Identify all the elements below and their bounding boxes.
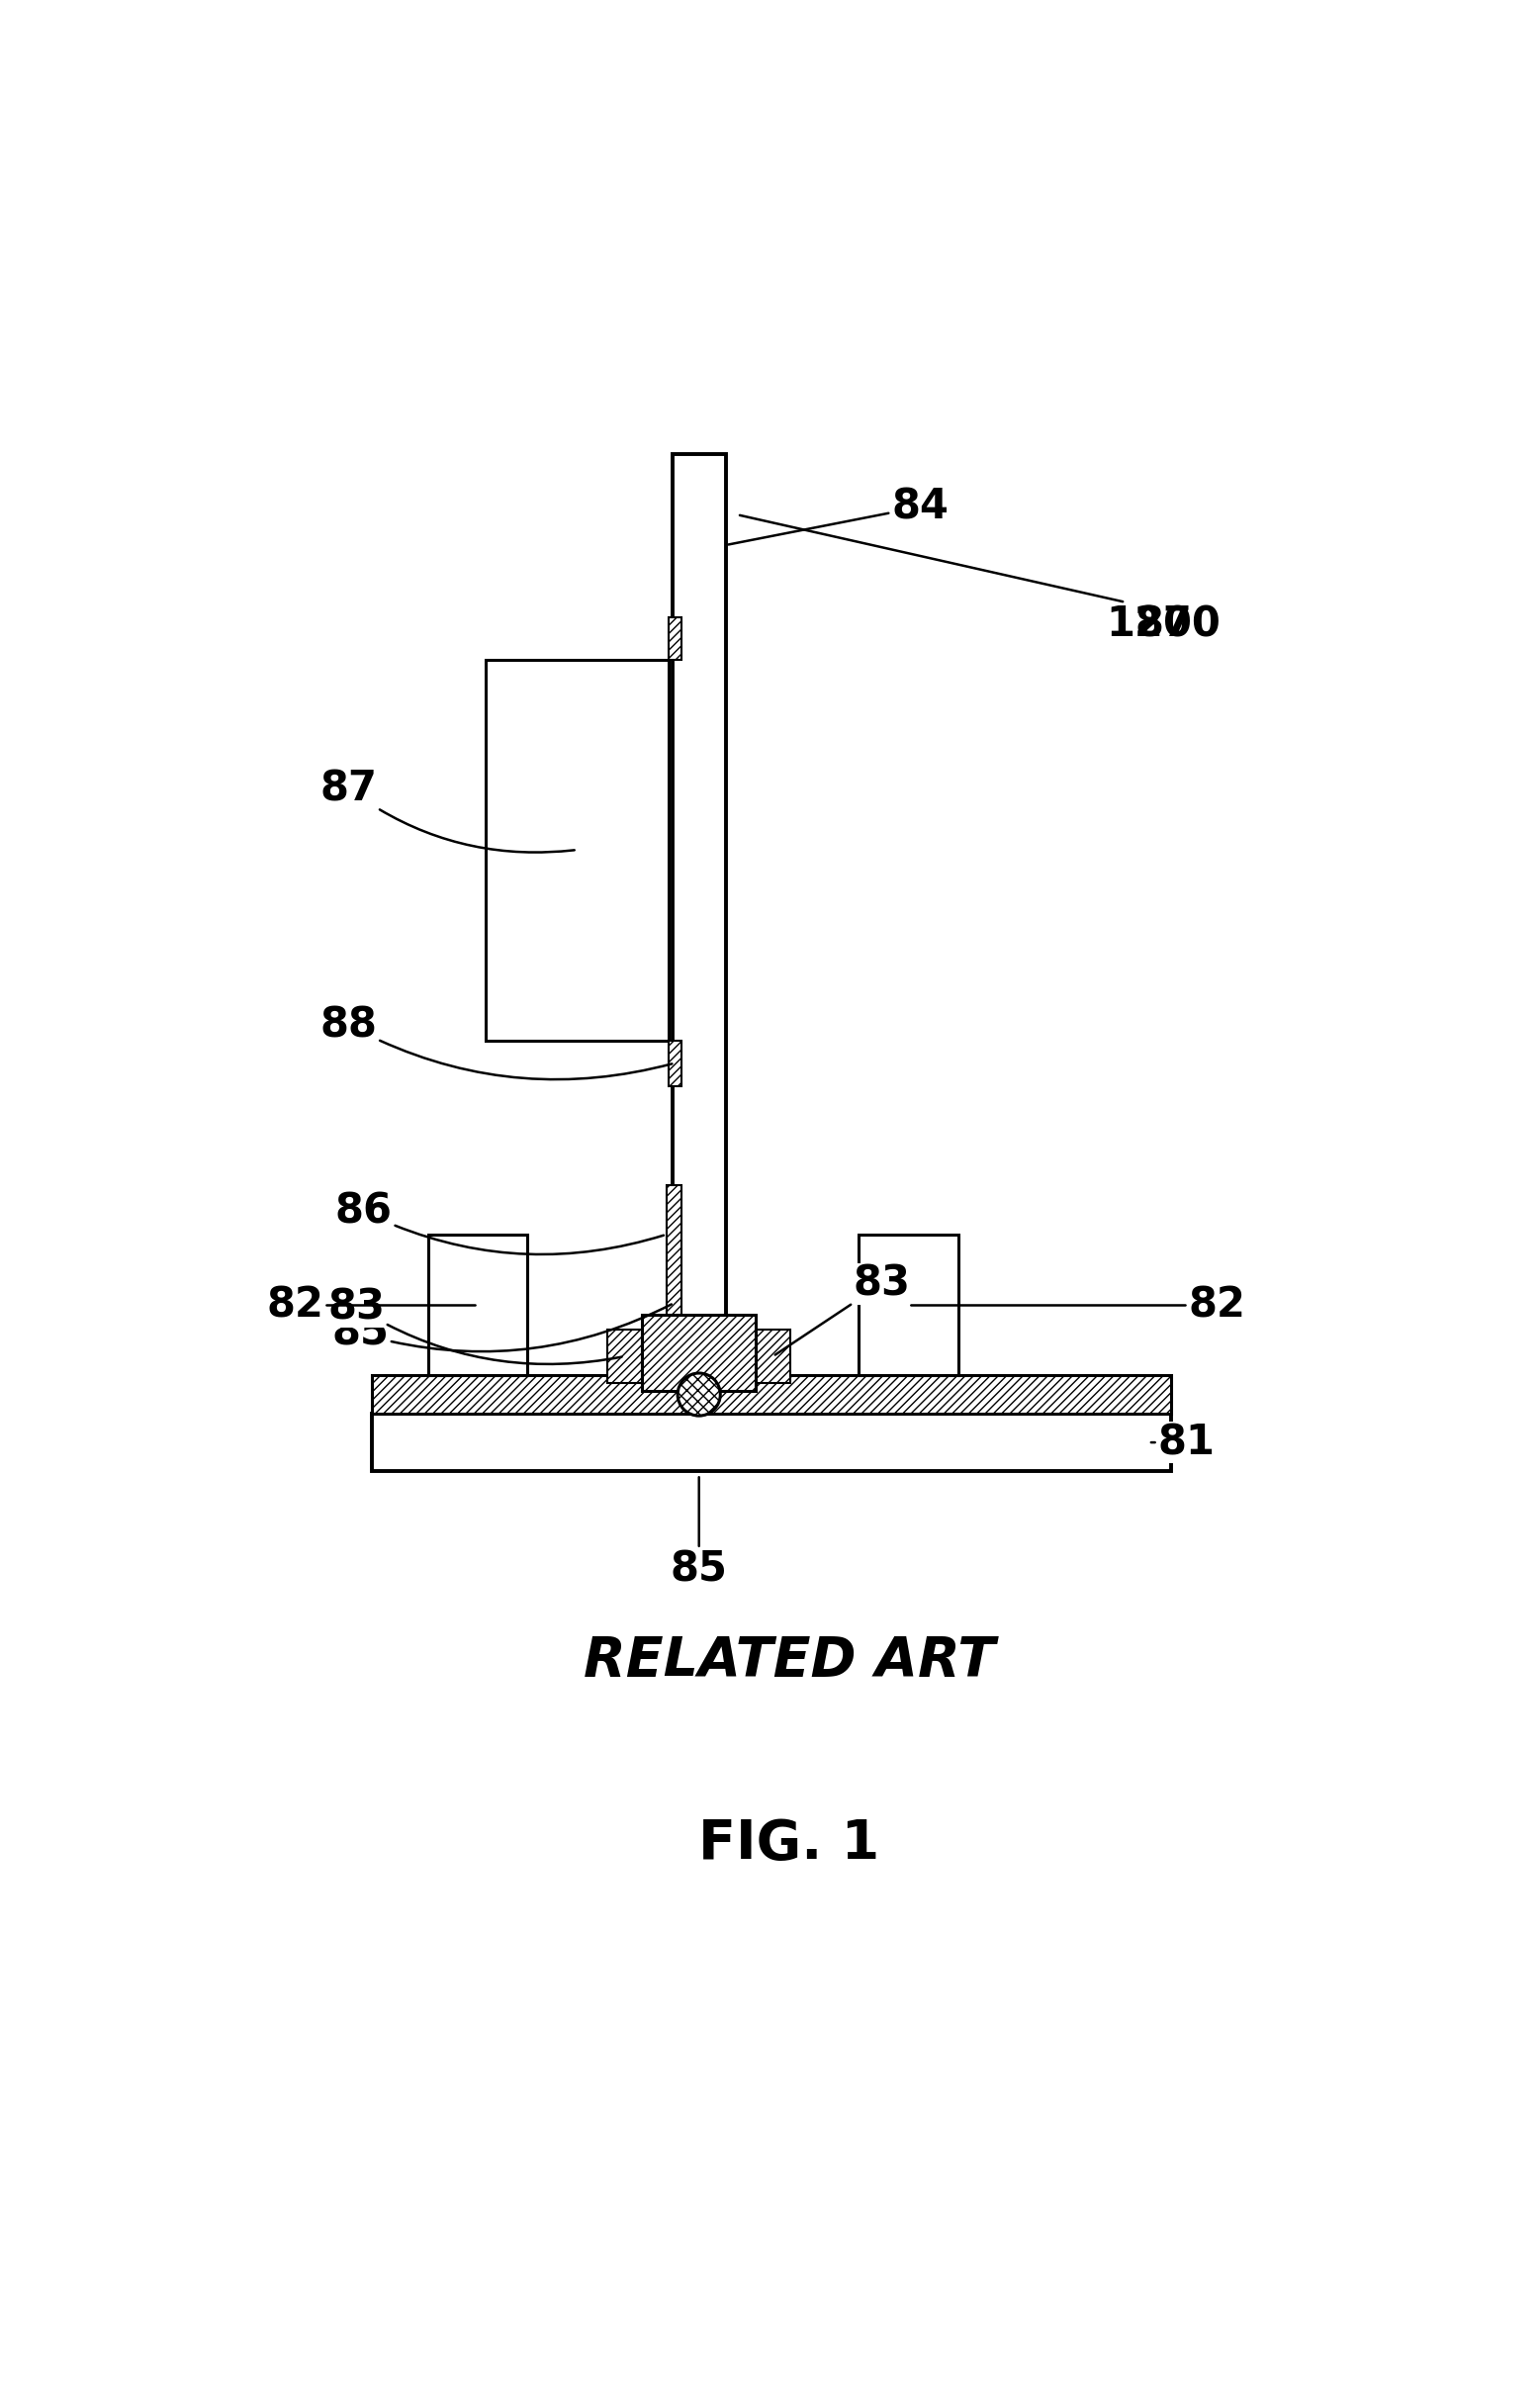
Bar	[371, 1376, 1172, 1414]
Bar	[756, 1330, 790, 1383]
Bar	[371, 1376, 1172, 1414]
Bar	[608, 1330, 642, 1383]
Bar	[668, 1040, 682, 1086]
Text: 80: 80	[1135, 604, 1192, 645]
Text: 83: 83	[775, 1263, 910, 1354]
Text: 85: 85	[331, 1304, 671, 1354]
Text: RELATED ART: RELATED ART	[584, 1635, 995, 1687]
Bar	[668, 1040, 682, 1086]
Text: 88: 88	[320, 1004, 671, 1079]
Bar	[428, 1234, 528, 1376]
Bar	[371, 1414, 1172, 1472]
Bar	[668, 618, 682, 659]
Text: 85: 85	[670, 1477, 727, 1592]
Circle shape	[678, 1373, 721, 1417]
Bar	[668, 618, 682, 659]
Bar	[673, 453, 725, 1383]
Bar	[485, 659, 668, 1040]
Text: 82: 82	[912, 1285, 1246, 1326]
Text: FIG. 1: FIG. 1	[698, 1817, 879, 1870]
Text: 87: 87	[320, 767, 574, 853]
Text: 86: 86	[336, 1191, 664, 1254]
Bar	[608, 1330, 642, 1383]
Bar	[642, 1314, 756, 1390]
Bar	[859, 1234, 958, 1376]
Text: 1270: 1270	[1106, 604, 1221, 645]
Text: 83: 83	[328, 1287, 622, 1364]
Bar	[642, 1314, 756, 1390]
Text: 82: 82	[266, 1285, 476, 1326]
Bar	[667, 1184, 682, 1314]
Text: 81: 81	[1150, 1421, 1215, 1462]
Bar	[667, 1184, 682, 1314]
Bar	[756, 1330, 790, 1383]
Text: 84: 84	[728, 487, 949, 544]
